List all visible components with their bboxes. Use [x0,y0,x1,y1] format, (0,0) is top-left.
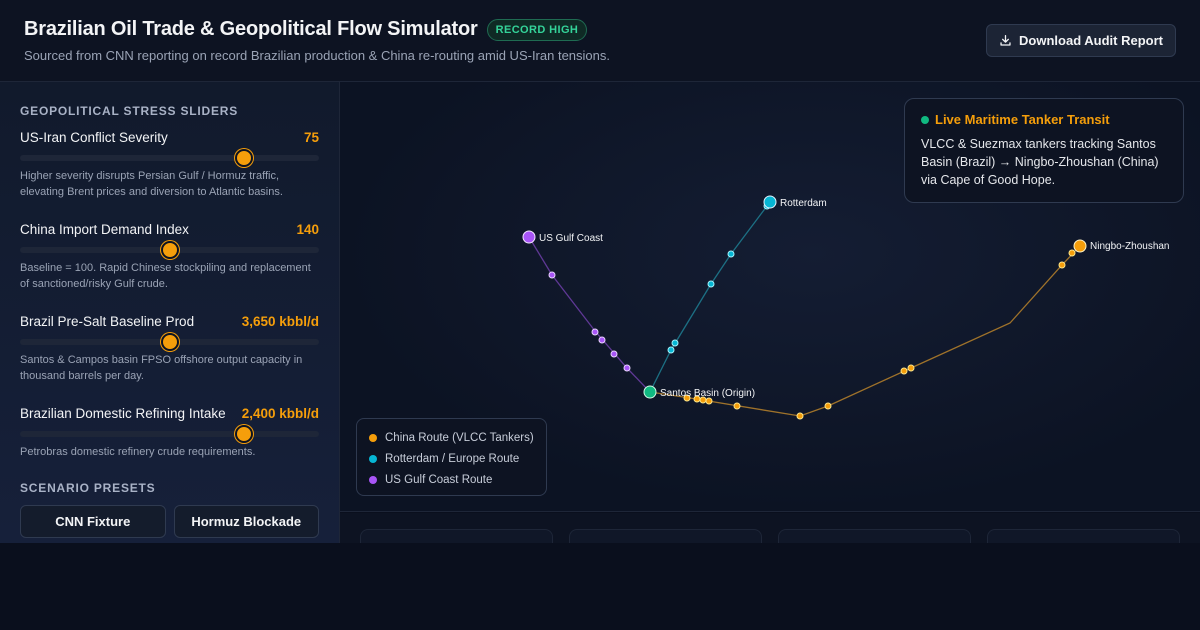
us-gulf-port-marker[interactable] [522,230,536,244]
slider-description: Higher severity disrupts Persian Gulf / … [20,170,283,198]
tanker-marker [796,412,804,420]
presets-heading: SCENARIO PRESETS [20,481,156,495]
slider-label: China Import Demand Index [20,222,189,237]
slider-thumb[interactable] [235,425,254,443]
china-tankers [683,249,1076,420]
title-row: Brazilian Oil Trade & Geopolitical Flow … [24,18,588,41]
legend-label: Rotterdam / Europe Route [385,452,520,465]
ningbo-port-label: Ningbo-Zhoushan [1090,241,1170,252]
slider-thumb[interactable] [160,241,179,259]
slider-domestic-refining: Brazilian Domestic Refining Intake 2,400… [20,406,319,460]
slider-brazil-presalt-prod: Brazil Pre-Salt Baseline Prod 3,650 kbbl… [20,314,319,384]
slider-value: 3,650 kbbl/d [241,314,319,329]
us-gulf-port-label: US Gulf Coast [539,233,603,244]
tanker-marker [548,271,556,279]
tanker-marker [1068,249,1076,257]
tanker-marker [824,402,832,410]
legend-item-china: China Route (VLCC Tankers) [369,427,534,448]
preset-hormuz-blockade-button[interactable]: Hormuz Blockade [173,505,319,538]
slider-track[interactable] [20,425,319,443]
rotterdam-port-label: Rotterdam [780,198,827,209]
slider-thumb[interactable] [160,333,179,351]
sliders-heading: GEOPOLITICAL STRESS SLIDERS [20,104,239,118]
tanker-marker [900,367,908,375]
slider-label: Brazil Pre-Salt Baseline Prod [20,314,195,329]
route-map: Santos Basin (Origin) Rotterdam US Gulf … [340,82,1200,512]
tanker-marker [707,280,715,288]
slider-us-iran-conflict: US-Iran Conflict Severity 75 Higher seve… [20,130,319,200]
legend-dot-icon [369,454,377,463]
control-sidebar: GEOPOLITICAL STRESS SLIDERS US-Iran Conf… [0,82,340,543]
preset-cnn-fixture-button[interactable]: CNN Fixture [20,505,166,538]
tanker-marker [705,397,713,405]
rotterdam-port-marker[interactable] [763,195,777,209]
tanker-marker [1058,261,1066,269]
tanker-marker [683,394,691,402]
live-indicator-icon [921,115,929,124]
tanker-marker [591,328,599,336]
slider-description: Santos & Campos basin FPSO offshore outp… [20,354,303,382]
transit-body: VLCC & Suezmax tankers tracking Santos B… [921,137,1159,187]
rotterdam-route-line [649,201,771,393]
slider-value: 140 [296,222,319,237]
route-legend: China Route (VLCC Tankers) Rotterdam / E… [356,418,547,496]
ningbo-port-marker[interactable] [1073,239,1087,253]
page-background [0,543,1200,630]
legend-item-rotterdam: Rotterdam / Europe Route [369,448,534,469]
tanker-marker [598,336,606,344]
status-badge: RECORD HIGH [486,18,588,41]
live-transit-panel: Live Maritime Tanker Transit VLCC & Suez… [904,98,1184,203]
slider-track[interactable] [20,241,319,259]
app-header: Brazilian Oil Trade & Geopolitical Flow … [0,0,1200,82]
tanker-marker [727,250,735,258]
us-gulf-route-line [528,236,651,393]
legend-dot-icon [369,433,377,442]
download-audit-report-button[interactable]: Download Audit Report [986,24,1176,57]
tanker-marker [907,364,915,372]
legend-label: US Gulf Coast Route [385,473,493,486]
slider-value: 75 [303,130,319,145]
tanker-marker [733,402,741,410]
legend-label: China Route (VLCC Tankers) [385,431,534,444]
slider-track[interactable] [20,333,319,351]
page-title: Brazilian Oil Trade & Geopolitical Flow … [24,18,478,40]
slider-label: Brazilian Domestic Refining Intake [20,406,226,421]
transit-title: Live Maritime Tanker Transit [935,112,1110,127]
tanker-marker [671,339,679,347]
origin-port-label: Santos Basin (Origin) [660,388,755,399]
slider-value: 2,400 kbbl/d [241,406,319,421]
slider-label: US-Iran Conflict Severity [20,130,168,145]
slider-track[interactable] [20,149,319,167]
slider-description: Petrobras domestic refinery crude requir… [20,446,256,458]
tanker-marker [623,364,631,372]
route-map-canvas: Santos Basin (Origin) Rotterdam US Gulf … [522,195,1170,420]
download-icon [1000,34,1011,46]
page-subtitle: Sourced from CNN reporting on record Bra… [24,48,610,63]
tanker-marker [610,350,618,358]
preset-row: CNN Fixture Hormuz Blockade [20,505,319,538]
origin-port-marker[interactable] [643,385,657,399]
us-gulf-tankers [548,271,631,372]
slider-description: Baseline = 100. Rapid Chinese stockpilin… [20,262,311,290]
slider-china-import-demand: China Import Demand Index 140 Baseline =… [20,222,319,292]
slider-thumb[interactable] [235,149,254,167]
legend-dot-icon [369,475,377,484]
legend-item-us-gulf: US Gulf Coast Route [369,469,534,490]
tanker-marker [667,346,675,354]
download-label: Download Audit Report [1019,33,1163,48]
metric-cards-row [340,513,1200,559]
